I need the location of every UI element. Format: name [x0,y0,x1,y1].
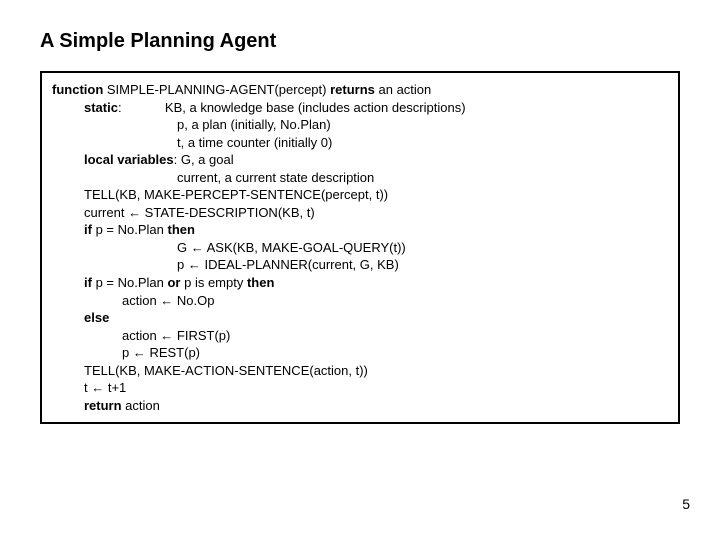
algo-line-13: action ← No.Op [52,292,668,310]
algo-line-2: static: KB, a knowledge base (includes a… [52,99,668,117]
kw-function: function [52,82,103,97]
kw-local-vars: local variables [84,152,174,167]
kw-if-2: if [84,275,92,290]
txt-l19b: action [122,398,160,413]
kw-then-1: then [167,222,194,237]
algo-line-15: action ← FIRST(p) [52,327,668,345]
algo-line-7: TELL(KB, MAKE-PERCEPT-SENTENCE(percept, … [52,186,668,204]
kw-else: else [84,310,109,325]
algo-line-11: p ← IDEAL-PLANNER(current, G, KB) [52,256,668,274]
algo-line-19: return action [52,397,668,415]
algo-line-6: current, a current state description [52,169,668,187]
page-title: A Simple Planning Agent [40,30,680,53]
algo-line-10: G ← ASK(KB, MAKE-GOAL-QUERY(t)) [52,239,668,257]
txt-l9b: p = No.Plan [92,222,168,237]
kw-then-2: then [247,275,274,290]
algorithm-box: function SIMPLE-PLANNING-AGENT(percept) … [40,71,680,424]
algo-line-1: function SIMPLE-PLANNING-AGENT(percept) … [52,81,668,99]
algo-line-9: if p = No.Plan then [52,221,668,239]
page-number: 5 [682,496,690,512]
algo-line-12: if p = No.Plan or p is empty then [52,274,668,292]
kw-if-1: if [84,222,92,237]
algo-line-8: current ← STATE-DESCRIPTION(KB, t) [52,204,668,222]
algo-line-17: TELL(KB, MAKE-ACTION-SENTENCE(action, t)… [52,362,668,380]
kw-or: or [167,275,180,290]
txt-l1b: SIMPLE-PLANNING-AGENT(percept) [103,82,330,97]
kw-returns: returns [330,82,375,97]
slide: A Simple Planning Agent function SIMPLE-… [0,0,720,444]
kw-return: return [84,398,122,413]
algo-line-16: p ← REST(p) [52,344,668,362]
algo-line-5: local variables: G, a goal [52,151,668,169]
txt-l2b: : KB, a knowledge base (includes action … [118,100,466,115]
algo-line-4: t, a time counter (initially 0) [52,134,668,152]
txt-l12b: p = No.Plan [92,275,168,290]
algo-line-14: else [52,309,668,327]
txt-l5b: : G, a goal [174,152,234,167]
kw-static: static [84,100,118,115]
txt-l12d: p is empty [180,275,246,290]
algo-line-18: t ← t+1 [52,379,668,397]
txt-l1d: an action [375,82,431,97]
algo-line-3: p, a plan (initially, No.Plan) [52,116,668,134]
